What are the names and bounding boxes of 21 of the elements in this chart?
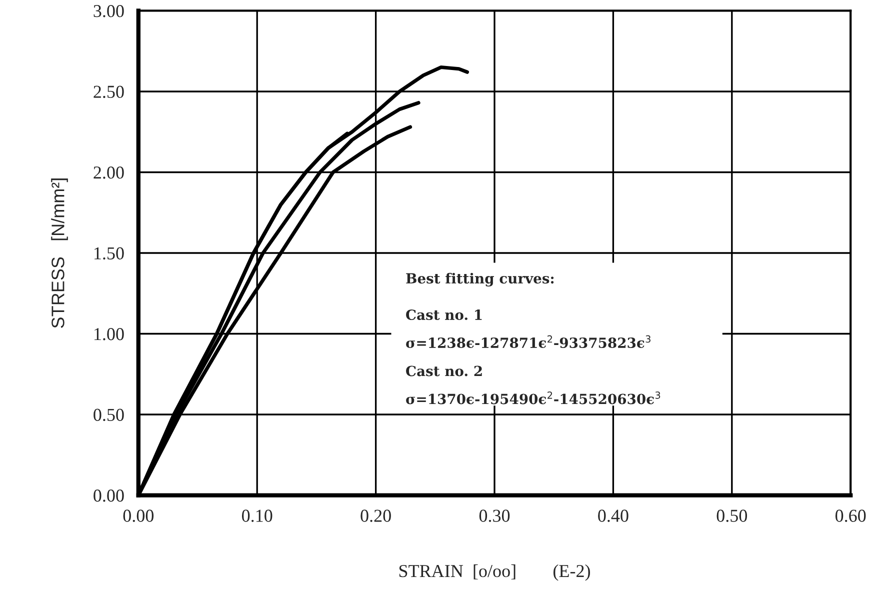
y-tick-label: 1.50 (94, 247, 124, 260)
x-tick-label: 0.00 (123, 510, 154, 522)
x-tick-label: 0.20 (360, 510, 391, 522)
y-tick-label: 2.50 (94, 86, 124, 98)
annotation: Cast no. 2 (406, 366, 482, 376)
y-tick-label: 2.00 (94, 166, 124, 179)
x-tick-label: 0.50 (716, 510, 748, 522)
x-tick-label: 0.40 (598, 510, 628, 522)
annotation: Cast no. 1 (406, 310, 482, 320)
y-tick-label: 0.00 (94, 490, 124, 502)
y-tick-label: 1.00 (94, 328, 124, 340)
x-axis-title: STRAIN [o/oo] (E-2) (399, 564, 590, 581)
y-tick-label: 0.50 (94, 408, 124, 422)
y-axis-title: STRESS [N/mm²] (51, 178, 68, 328)
annotation: σ=1238ϵ-127871ϵ$^{2}$-93375823ϵ$^{3}$ (406, 335, 650, 348)
x-tick-label: 0.10 (242, 510, 272, 522)
y-tick-label: 3.00 (94, 4, 124, 18)
annotation: σ=1370ϵ-195490ϵ$^{2}$-145520630ϵ$^{3}$ (406, 392, 660, 404)
x-tick-label: 0.30 (479, 510, 510, 522)
annotation: Best fitting curves: (406, 272, 554, 286)
x-tick-label: 0.60 (835, 510, 866, 522)
